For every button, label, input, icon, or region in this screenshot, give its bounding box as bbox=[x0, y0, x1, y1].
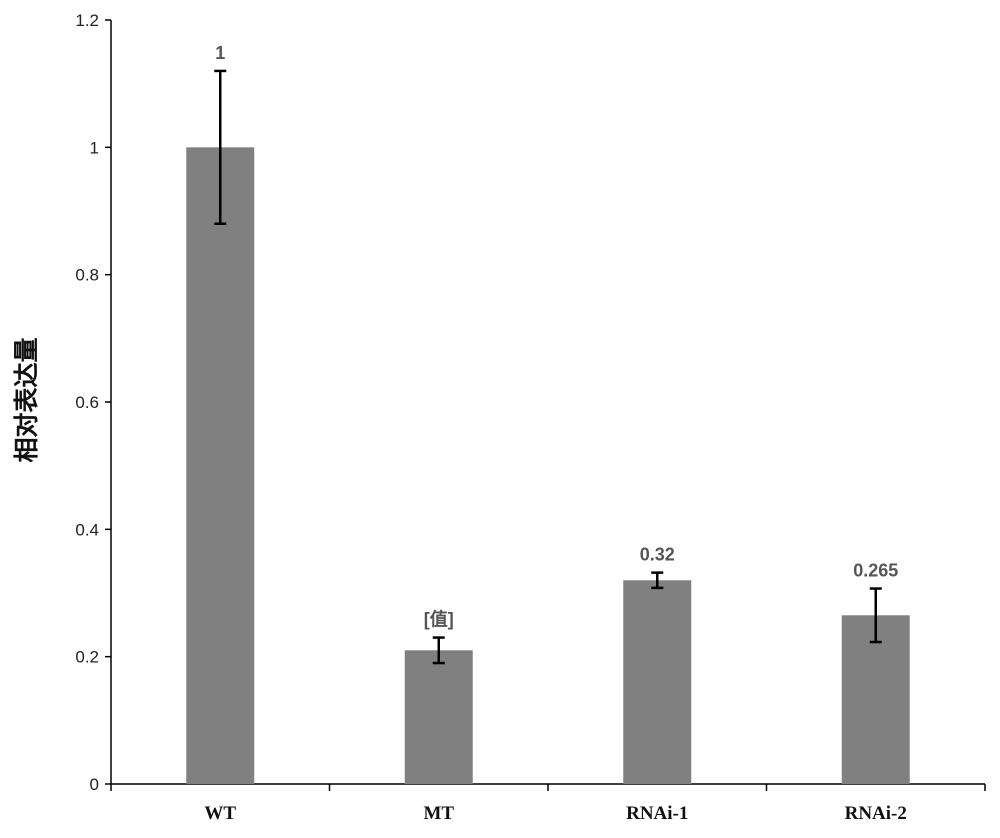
bar bbox=[841, 615, 910, 784]
x-tick-label: RNAi-1 bbox=[626, 803, 688, 824]
bar bbox=[186, 147, 255, 785]
data-label: 0.265 bbox=[853, 561, 898, 581]
y-tick-label: 0.6 bbox=[75, 393, 99, 412]
y-tick-label: 1 bbox=[90, 138, 99, 157]
x-tick-label: MT bbox=[423, 803, 454, 824]
y-tick-label: 0 bbox=[90, 775, 99, 794]
y-tick-label: 0.4 bbox=[75, 520, 99, 539]
y-tick-label: 0.2 bbox=[75, 648, 99, 667]
x-tick-label: RNAi-2 bbox=[845, 803, 907, 824]
data-label: [值] bbox=[424, 609, 454, 630]
bar bbox=[623, 580, 692, 784]
y-tick-label: 0.8 bbox=[75, 266, 99, 285]
y-axis-label: 相对表达量 bbox=[12, 337, 41, 462]
x-tick-label: WT bbox=[204, 803, 236, 824]
data-label: 0.32 bbox=[640, 545, 675, 565]
y-tick-label: 1.2 bbox=[75, 11, 99, 30]
data-label: 1 bbox=[215, 43, 225, 63]
bar bbox=[404, 650, 473, 784]
plot-area: 0 0.2 0.4 0.6 0.8 1 1.2 1 WT [值] MT 0.32 RNAi-1 0.265… bbox=[75, 11, 986, 824]
